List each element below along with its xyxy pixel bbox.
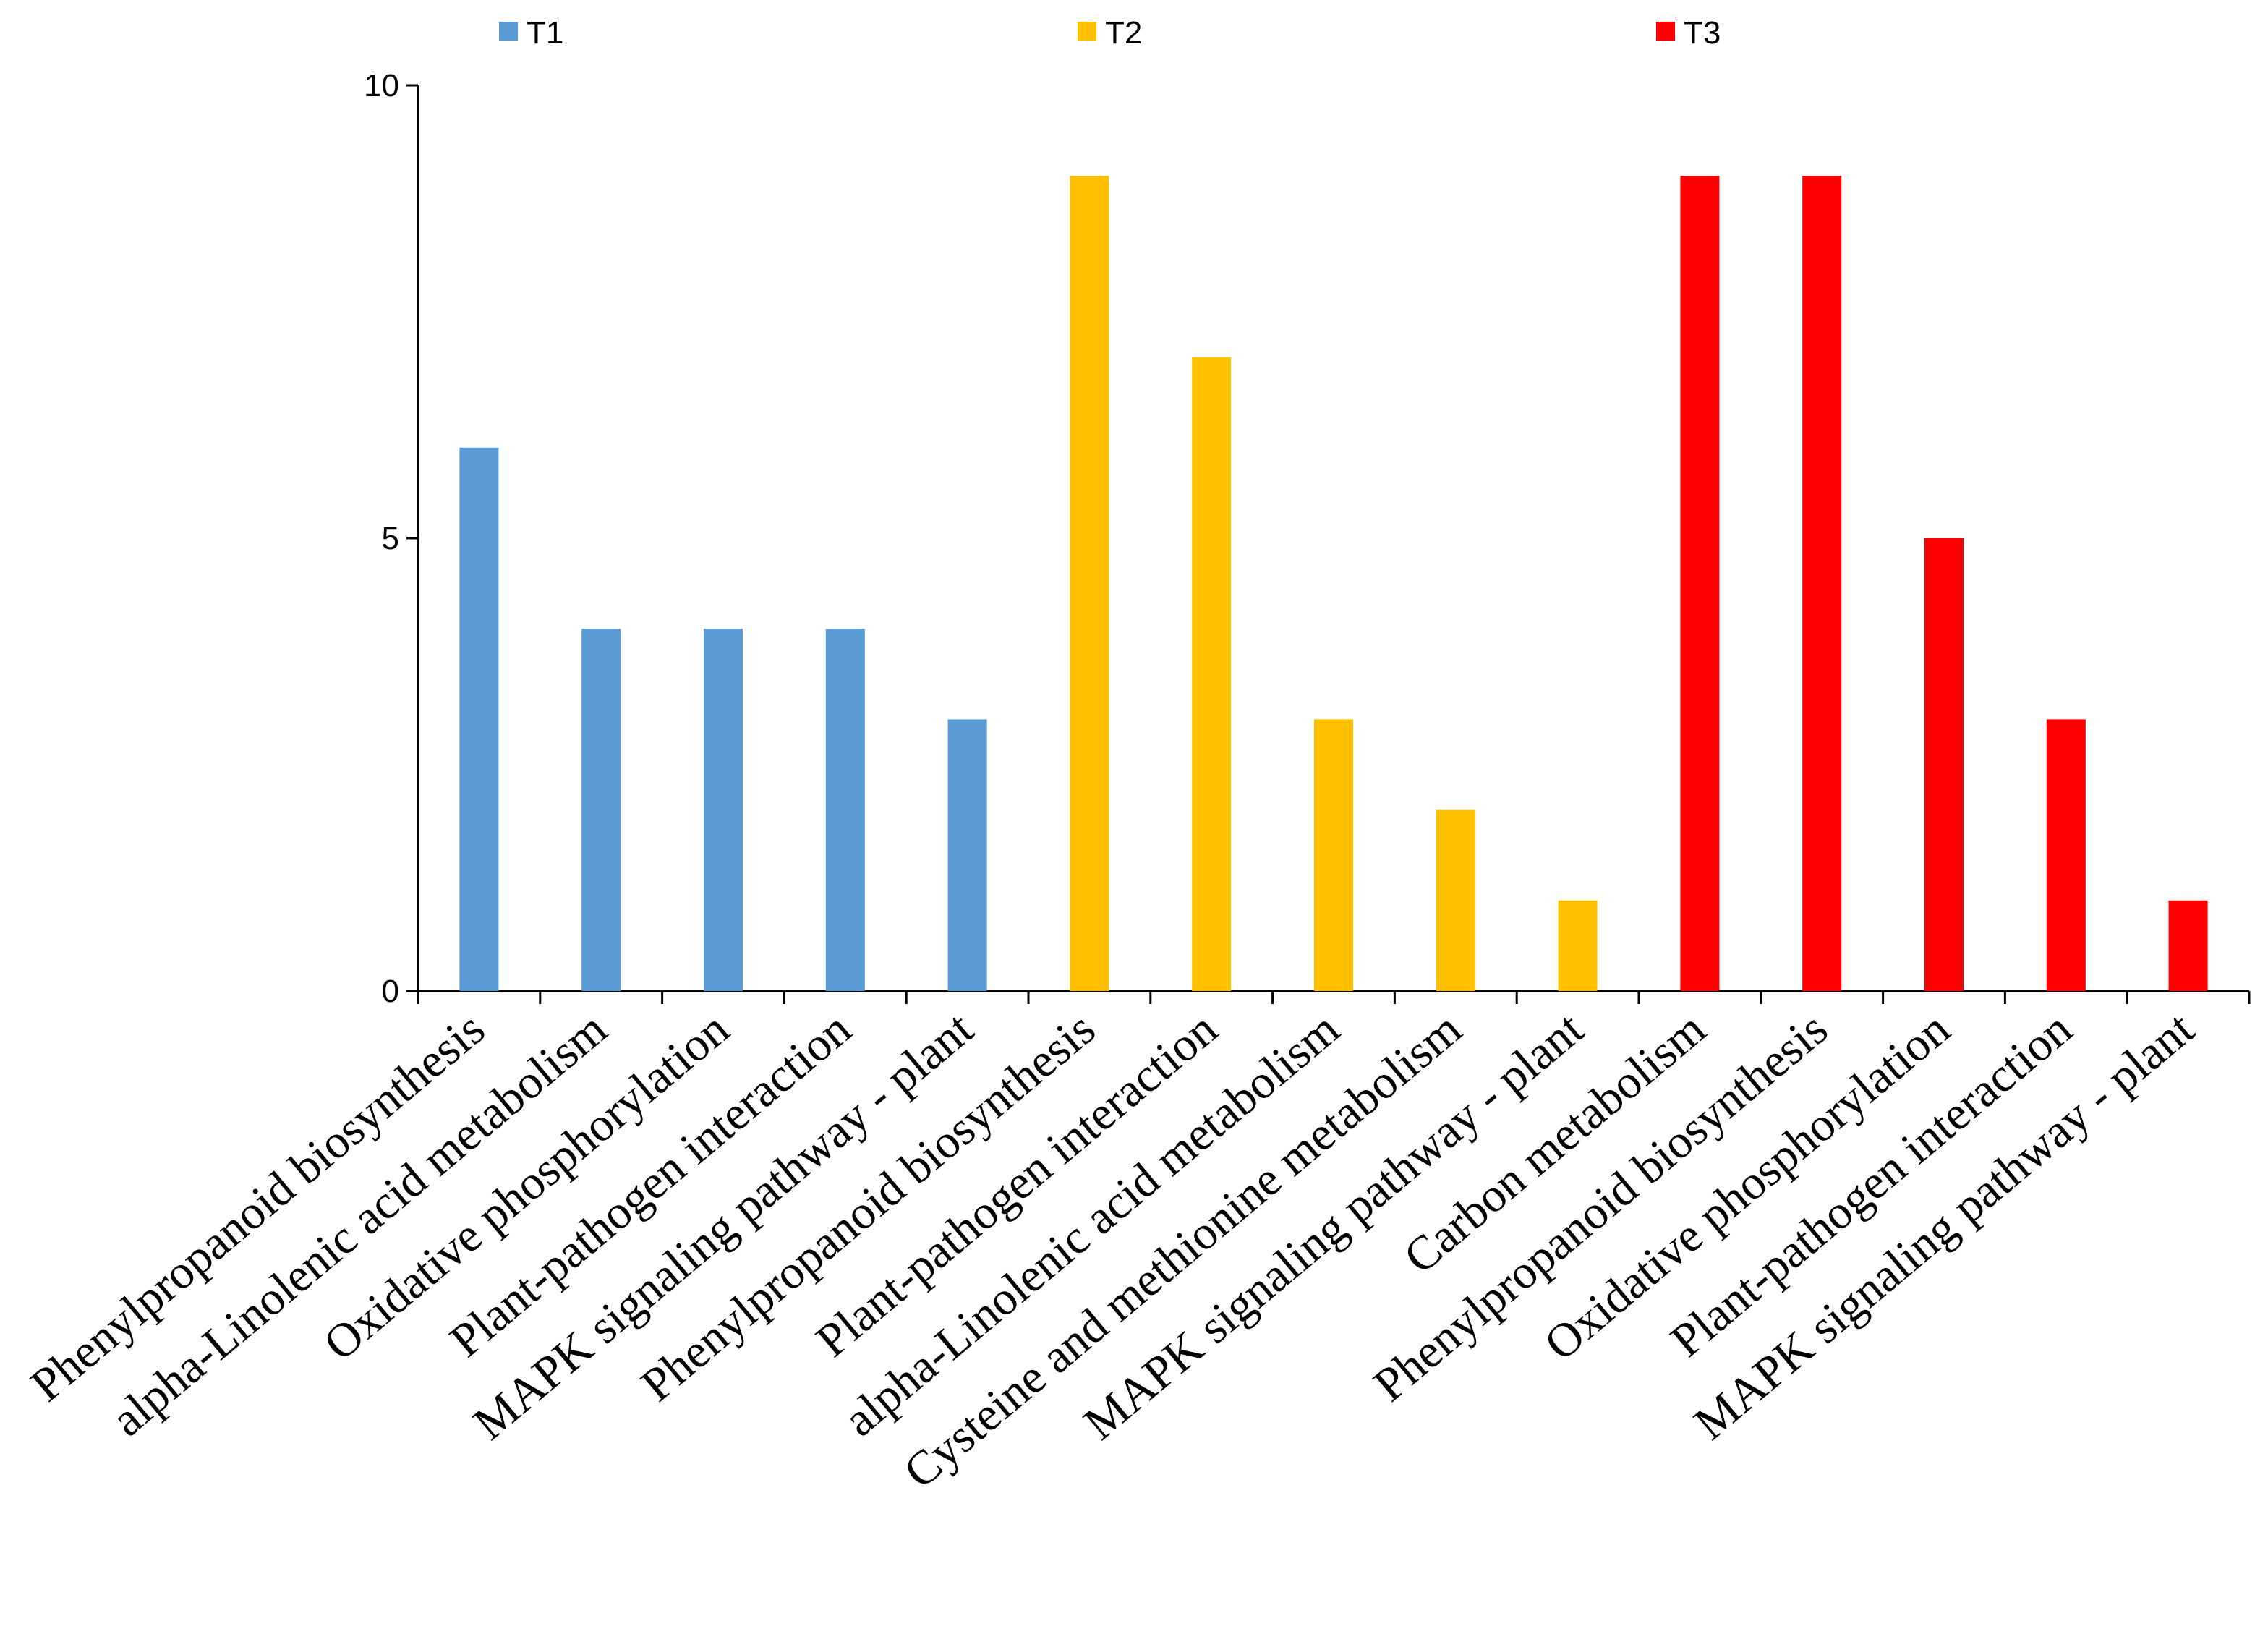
- bar-t2-6: [1070, 176, 1109, 992]
- x-category-label: Phenylpropanoid biosynthesis: [21, 1003, 495, 1412]
- bar-t1-3: [704, 629, 743, 991]
- legend-label-t1: T1: [526, 15, 563, 51]
- legend: T1 T2 T3: [499, 15, 1721, 51]
- bar-t1-1: [459, 447, 499, 991]
- bar-t1-5: [947, 719, 987, 991]
- axes: 0 5 10: [364, 68, 2251, 1009]
- legend-swatch-t2: [1078, 22, 1096, 41]
- bar-t1-4: [825, 629, 865, 991]
- bar-t3-14: [2046, 719, 2086, 991]
- y-tick-label: 10: [364, 68, 399, 103]
- bar-t1-2: [581, 629, 621, 991]
- bars: [459, 176, 2208, 992]
- legend-label-t3: T3: [1684, 15, 1721, 51]
- legend-label-t2: T2: [1105, 15, 1142, 51]
- y-tick-label: 0: [382, 974, 399, 1009]
- category-labels: Phenylpropanoid biosynthesisalpha-Linole…: [21, 1003, 2204, 1499]
- bar-t2-7: [1192, 357, 1232, 992]
- bar-t3-15: [2168, 900, 2208, 991]
- bar-t3-11: [1680, 176, 1720, 992]
- bar-t2-10: [1558, 900, 1598, 991]
- bar-t3-12: [1802, 176, 1842, 992]
- bar-t2-8: [1314, 719, 1353, 991]
- bar-t3-13: [1924, 538, 1964, 991]
- legend-swatch-t1: [499, 22, 518, 41]
- y-tick-label: 5: [382, 521, 399, 556]
- legend-swatch-t3: [1656, 22, 1675, 41]
- bar-t2-9: [1436, 809, 1475, 991]
